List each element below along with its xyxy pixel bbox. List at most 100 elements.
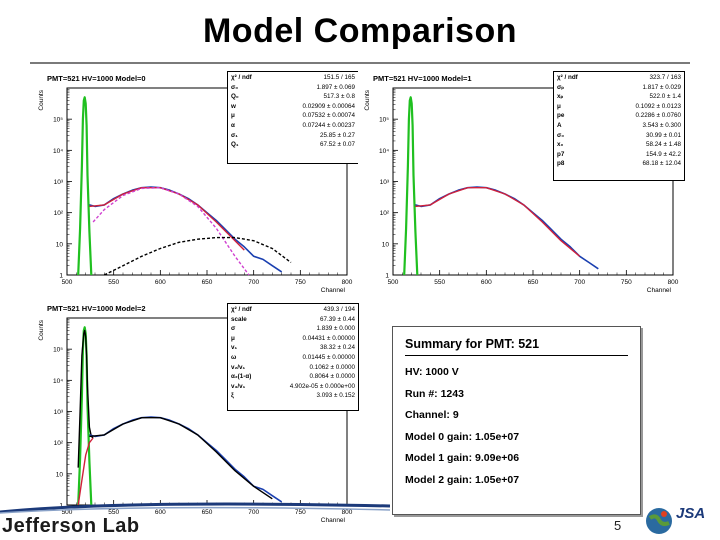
fit-param-name: x₀ xyxy=(557,141,564,149)
fit-param-value: 3.093 ± 0.152 xyxy=(316,392,355,400)
plot-title: PMT=521 HV=1000 Model=2 xyxy=(47,304,146,313)
x-tick-label: 500 xyxy=(62,279,73,286)
fit-param-row: σₚ 1.817 ± 0.029 xyxy=(557,83,681,93)
fit-param-name: A xyxy=(557,121,562,129)
y-tick-label: 10 xyxy=(56,471,64,478)
fit-param-name: σ₀ xyxy=(231,83,239,91)
plot-title: PMT=521 HV=1000 Model=0 xyxy=(47,74,146,83)
x-tick-label: 650 xyxy=(202,279,213,286)
y-tick-label: 10⁵ xyxy=(379,117,389,124)
y-tick-label: 10⁴ xyxy=(53,378,63,385)
x-tick-label: 800 xyxy=(342,279,353,286)
y-tick-label: 10² xyxy=(54,440,64,447)
fit-param-row: ω 0.01445 ± 0.00000 xyxy=(231,353,355,363)
x-tick-label: 600 xyxy=(481,279,492,286)
fit-param-row: μ 0.04431 ± 0.00000 xyxy=(231,334,355,344)
fit-param-row: ξ 3.093 ± 0.152 xyxy=(231,391,355,401)
y-tick-label: 1 xyxy=(385,273,389,280)
fit-param-name: χ² / ndf xyxy=(231,306,252,313)
fit-param-row: σ₀ 1.897 ± 0.069 xyxy=(231,83,355,93)
globe-icon xyxy=(646,508,672,534)
fit-param-row: σ 1.839 ± 0.000 xyxy=(231,324,355,334)
fit-param-value: 67.52 ± 0.07 xyxy=(320,141,355,149)
fit-param-value: 0.2286 ± 0.0760 xyxy=(635,112,681,120)
series-pedestal xyxy=(77,96,93,276)
fit-param-name: Q₀ xyxy=(231,93,239,101)
fit-param-name: ω xyxy=(231,353,237,361)
fit-param-value: 1.839 ± 0.000 xyxy=(316,325,355,333)
fit-param-name: σₚ xyxy=(557,83,565,91)
fit-param-row: μ 0.1092 ± 0.0123 xyxy=(557,102,681,112)
x-tick-label: 700 xyxy=(248,279,259,286)
page-number: 5 xyxy=(614,518,622,533)
fit-param-row: χ² / ndf 323.7 / 163 xyxy=(557,73,681,83)
summary-run: Run #: 1243 xyxy=(405,387,464,400)
fit-param-value: 1.817 ± 0.029 xyxy=(642,83,681,91)
fit-param-value: 0.07532 ± 0.00074 xyxy=(302,112,355,120)
fit-param-row: v₁ 38.32 ± 0.24 xyxy=(231,343,355,353)
fit-param-name: μ xyxy=(231,112,235,120)
x-tick-label: 550 xyxy=(434,279,445,286)
fit-param-name: α xyxy=(231,121,235,129)
fit-param-value: 30.99 ± 0.01 xyxy=(646,131,681,139)
x-tick-label: 550 xyxy=(108,279,119,286)
fit-param-value: 38.32 ± 0.24 xyxy=(320,344,355,352)
x-tick-label: 600 xyxy=(155,509,166,516)
fit-param-value: 25.85 ± 0.27 xyxy=(320,131,355,139)
x-tick-label: 800 xyxy=(342,509,353,516)
fit-param-row: p8 68.18 ± 12.04 xyxy=(557,159,681,169)
fit-param-name: σ xyxy=(231,325,236,333)
jsa-logo: JSA xyxy=(676,505,706,522)
y-tick-label: 10⁴ xyxy=(379,148,389,155)
y-tick-label: 10³ xyxy=(380,179,390,186)
jefferson-lab-logo: Jefferson Lab xyxy=(2,515,140,537)
fit-stats-box: χ² / ndf 151.5 / 165 σ₀ 1.897 ± 0.069 Q₀ 517.… xyxy=(227,71,359,164)
x-axis-label: Channel xyxy=(647,287,672,292)
fit-param-value: 4.902e-05 ± 0.000e+00 xyxy=(289,382,355,390)
fit-param-value: 0.07244 ± 0.00237 xyxy=(302,121,355,129)
fit-param-name: v₃/v₁ xyxy=(231,382,246,390)
fit-param-name: χ² / ndf xyxy=(231,74,252,81)
fit-param-value: 522.0 ± 1.4 xyxy=(649,93,681,101)
y-tick-label: 10⁵ xyxy=(53,347,63,354)
y-tick-label: 10³ xyxy=(54,179,64,186)
fit-param-name: xₚ xyxy=(557,93,564,101)
fit-param-name: μ xyxy=(557,102,561,110)
fit-param-row: xₚ 522.0 ± 1.4 xyxy=(557,92,681,102)
fit-param-row: pe 0.2286 ± 0.0760 xyxy=(557,111,681,121)
x-axis-label: Channel xyxy=(321,287,346,292)
fit-param-row: w 0.02909 ± 0.00064 xyxy=(231,102,355,112)
fit-param-row: scale 67.39 ± 0.44 xyxy=(231,315,355,325)
fit-param-name: pe xyxy=(557,112,565,120)
fit-param-value: 58.24 ± 1.48 xyxy=(646,141,681,149)
fit-stats-box: χ² / ndf 439.3 / 194 scale 67.39 ± 0.44 σ 1.8… xyxy=(227,303,359,411)
fit-param-value: 0.04431 ± 0.00000 xyxy=(302,334,355,342)
y-tick-label: 10³ xyxy=(54,409,64,416)
fit-param-name: v₂/v₁ xyxy=(231,363,246,371)
plot-panel-model-1: PMT=521 HV=1000 Model=1 500 550 600 650 700 75… xyxy=(358,70,685,292)
plot-panel-model-0: PMT=521 HV=1000 Model=0 500 550 600 650 700 75… xyxy=(32,70,359,292)
summary-model1-gain: Model 1 gain: 9.09e+06 xyxy=(405,452,520,464)
fit-param-row: μ 0.07532 ± 0.00074 xyxy=(231,111,355,121)
series-two-pe xyxy=(103,236,292,276)
x-tick-label: 650 xyxy=(528,279,539,286)
y-axis-label: Counts xyxy=(38,89,45,110)
fit-param-row: x₀ 58.24 ± 1.48 xyxy=(557,140,681,150)
x-tick-label: 650 xyxy=(202,509,213,516)
fit-param-row: Q₀ 517.3 ± 0.8 xyxy=(231,92,355,102)
fit-param-name: p7 xyxy=(557,150,565,158)
series-pedestal xyxy=(403,96,419,276)
x-tick-label: 700 xyxy=(248,509,259,516)
x-tick-label: 500 xyxy=(62,509,73,516)
summary-channel: Channel: 9 xyxy=(405,409,459,421)
x-axis-label: Channel xyxy=(321,517,346,522)
x-tick-label: 600 xyxy=(155,279,166,286)
y-axis-label: Counts xyxy=(364,89,371,110)
fit-param-value: 0.1092 ± 0.0123 xyxy=(635,102,681,110)
summary-title: Summary for PMT: 521 xyxy=(405,337,628,356)
fit-param-value: 151.5 / 165 xyxy=(323,74,355,81)
y-tick-label: 10 xyxy=(382,241,390,248)
fit-param-name: ξ xyxy=(231,392,234,400)
fit-param-name: w xyxy=(231,102,236,110)
fit-param-value: 439.3 / 194 xyxy=(323,306,355,313)
